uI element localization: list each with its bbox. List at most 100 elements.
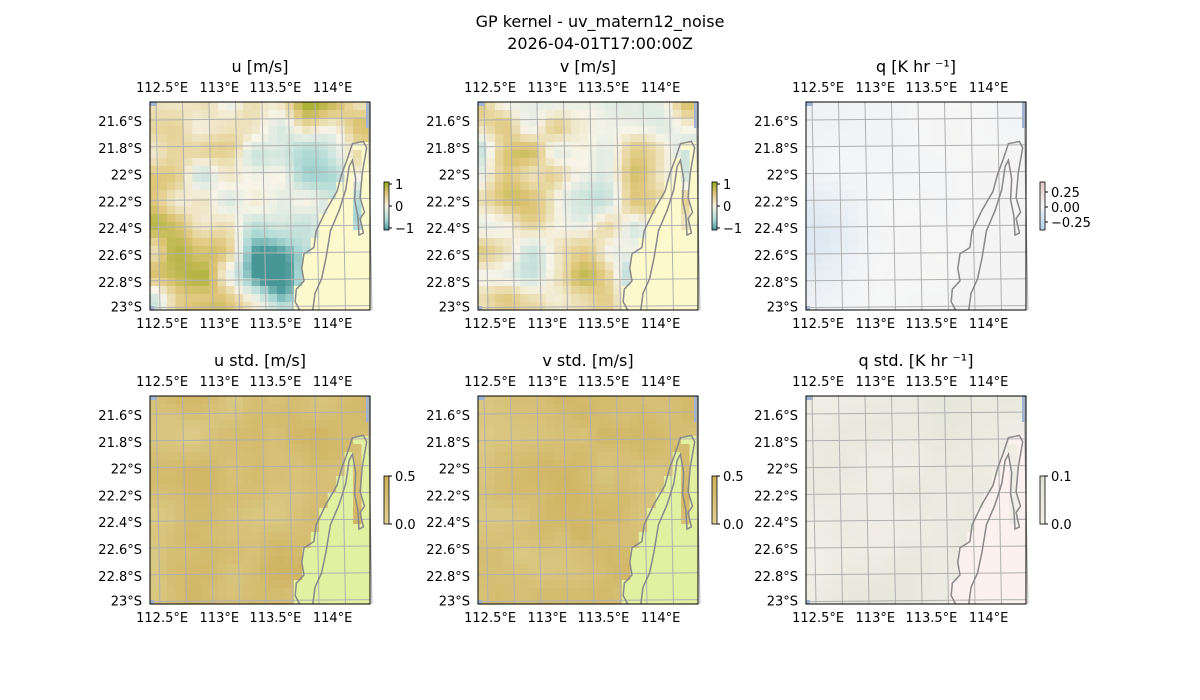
heatmap-cell <box>319 238 329 247</box>
heatmap-cell <box>353 126 363 135</box>
heatmap-cell <box>192 524 202 533</box>
heatmap-cell <box>924 444 934 453</box>
heatmap-cell <box>260 476 270 485</box>
heatmap-cell <box>932 492 942 501</box>
heatmap-cell <box>494 262 504 271</box>
heatmap-cell <box>537 302 547 311</box>
heatmap-cell <box>638 452 648 461</box>
heatmap-cell <box>822 198 832 207</box>
heatmap-cell <box>528 102 538 111</box>
heatmap-cell <box>664 150 674 159</box>
x-tick-label-bottom: 113°E <box>856 611 896 626</box>
heatmap-cell <box>520 396 530 405</box>
heatmap-cell <box>831 278 841 287</box>
x-tick-label-bottom: 113.5°E <box>249 317 301 332</box>
heatmap-cell <box>336 166 346 175</box>
heatmap-cell <box>856 572 866 581</box>
heatmap-cell <box>1017 588 1027 597</box>
heatmap-cell <box>234 476 244 485</box>
heatmap-cell <box>613 286 623 295</box>
heatmap-cell <box>361 286 371 295</box>
heatmap-cell <box>361 198 371 207</box>
heatmap-cell <box>899 468 909 477</box>
heatmap-cell <box>924 460 934 469</box>
heatmap-cell <box>200 404 210 413</box>
heatmap-cell <box>975 238 985 247</box>
heatmap-cell <box>579 294 589 303</box>
heatmap-cell <box>1009 580 1019 589</box>
heatmap-cell <box>588 428 598 437</box>
heatmap-cell <box>992 198 1002 207</box>
heatmap-cell <box>839 564 849 573</box>
heatmap-cell <box>562 420 572 429</box>
heatmap-cell <box>941 548 951 557</box>
heatmap-cell <box>822 302 832 311</box>
heatmap-cell <box>175 126 185 135</box>
heatmap-cell <box>831 206 841 215</box>
heatmap-cell <box>664 524 674 533</box>
heatmap-cell <box>494 174 504 183</box>
heatmap-cell <box>596 492 606 501</box>
heatmap-cell <box>285 198 295 207</box>
heatmap-cell <box>672 118 682 127</box>
heatmap-cell <box>192 214 202 223</box>
heatmap-cell <box>839 126 849 135</box>
heatmap-cell <box>478 516 488 525</box>
heatmap-cell <box>949 460 959 469</box>
heatmap-cell <box>260 452 270 461</box>
heatmap-cell <box>638 444 648 453</box>
heatmap-cell <box>814 452 824 461</box>
heatmap-cell <box>638 174 648 183</box>
heatmap-cell <box>302 436 312 445</box>
heatmap-cell <box>865 182 875 191</box>
heatmap-cell <box>932 110 942 119</box>
heatmap-cell <box>966 564 976 573</box>
heatmap-cell <box>537 548 547 557</box>
heatmap-cell <box>150 548 160 557</box>
heatmap-cell <box>166 484 176 493</box>
grid-line <box>642 101 648 311</box>
heatmap-cell <box>831 190 841 199</box>
heatmap-cell <box>260 572 270 581</box>
heatmap-cell <box>251 580 261 589</box>
grid-line <box>182 395 187 605</box>
heatmap-cell <box>958 580 968 589</box>
heatmap-cell <box>158 404 168 413</box>
heatmap-cell <box>949 118 959 127</box>
heatmap-cell <box>166 412 176 421</box>
heatmap-cell <box>839 588 849 597</box>
heatmap-cell <box>554 564 564 573</box>
heatmap-cell <box>319 508 329 517</box>
heatmap-cell <box>217 484 227 493</box>
heatmap-cell <box>486 508 496 517</box>
heatmap-cell <box>621 476 631 485</box>
heatmap-cell <box>932 198 942 207</box>
heatmap-cell <box>932 580 942 589</box>
heatmap-cell <box>681 166 691 175</box>
heatmap-cell <box>672 548 682 557</box>
heatmap-cell <box>907 102 917 111</box>
heatmap-cell <box>537 596 547 605</box>
heatmap-cell <box>664 102 674 111</box>
heatmap-cell <box>302 126 312 135</box>
heatmap-cell <box>831 532 841 541</box>
heatmap-cell <box>520 404 530 413</box>
panel-title: u std. [m/s] <box>214 351 306 370</box>
heatmap-cell <box>630 428 640 437</box>
heatmap-cell <box>672 404 682 413</box>
heatmap-cell <box>814 540 824 549</box>
heatmap-cell <box>831 246 841 255</box>
heatmap-cell <box>596 436 606 445</box>
heatmap-cell <box>831 476 841 485</box>
heatmap-cell <box>537 278 547 287</box>
heatmap-cell <box>486 182 496 191</box>
heatmap-cell <box>251 134 261 143</box>
heatmap-cell <box>907 134 917 143</box>
heatmap-cell <box>353 270 363 279</box>
heatmap-cell <box>604 412 614 421</box>
heatmap-cell <box>486 166 496 175</box>
heatmap-cell <box>209 460 219 469</box>
heatmap-cell <box>336 436 346 445</box>
heatmap-cell <box>621 190 631 199</box>
heatmap-cell <box>1000 302 1010 311</box>
